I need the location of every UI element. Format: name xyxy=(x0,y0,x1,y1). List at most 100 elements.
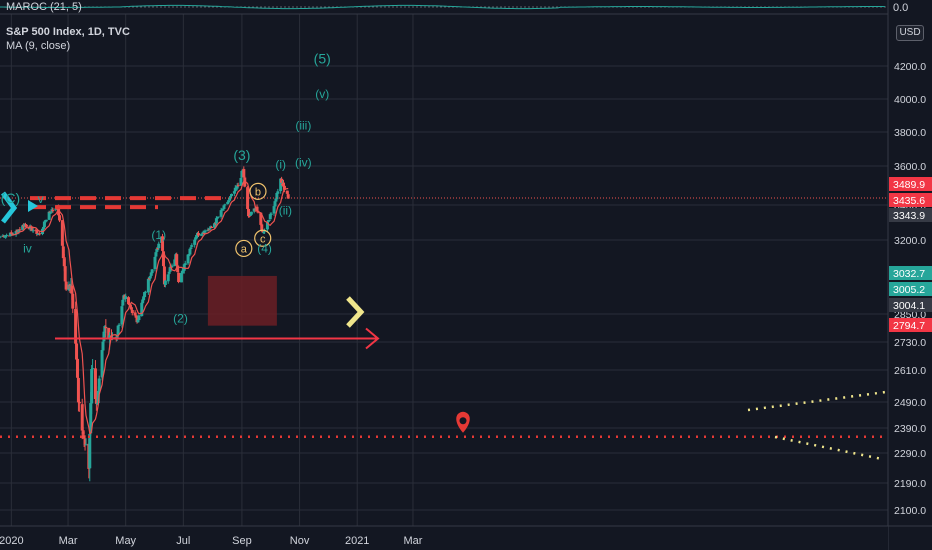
wave-circle xyxy=(235,239,253,258)
time-tick-label: 2020 xyxy=(0,535,24,547)
candle-body xyxy=(247,215,251,217)
price-label-text: 3005.2 xyxy=(893,284,925,296)
candle-body xyxy=(196,233,200,236)
candle-body xyxy=(137,315,141,321)
candle-body xyxy=(144,291,148,293)
candle-body xyxy=(28,226,32,230)
candle-body xyxy=(104,326,108,329)
candle-body xyxy=(41,226,45,230)
candle-body xyxy=(95,403,99,405)
candle-body xyxy=(24,224,28,227)
price-tick-label: 3800.0 xyxy=(894,127,926,139)
price-tick-label: 4000.0 xyxy=(894,94,926,106)
candle-body xyxy=(64,281,68,290)
candle-body xyxy=(94,398,98,404)
price-tick-label: 2100.0 xyxy=(894,505,926,517)
price-label-gray xyxy=(889,298,932,312)
candle-body xyxy=(210,226,214,228)
time-tick-label: Nov xyxy=(290,535,310,547)
candle-body xyxy=(115,335,119,339)
candle-body xyxy=(136,319,140,323)
price-tick-label: 2290.0 xyxy=(894,448,926,460)
candle-body xyxy=(190,245,194,247)
candle-body xyxy=(75,358,79,378)
price-label-gray xyxy=(889,208,932,222)
candle-body xyxy=(226,201,230,205)
candle-body xyxy=(76,377,80,403)
candle-body xyxy=(34,229,38,231)
candle-body xyxy=(181,270,185,272)
candle-body xyxy=(71,293,75,309)
candle-body xyxy=(135,316,139,323)
candle-body xyxy=(100,350,104,378)
time-tick-label: May xyxy=(115,535,136,547)
candle-body xyxy=(269,213,273,215)
candle-body xyxy=(82,435,86,439)
demand-zone[interactable] xyxy=(207,275,277,326)
candle-body xyxy=(219,210,223,217)
candle-body xyxy=(116,325,120,335)
candle-body xyxy=(222,205,226,209)
wave-label: c xyxy=(260,233,266,245)
candle-body xyxy=(246,187,250,209)
location-pin-hole xyxy=(459,417,467,425)
candle-body xyxy=(30,227,34,231)
currency-button[interactable]: USD xyxy=(896,25,924,41)
candle-body xyxy=(280,178,284,183)
wave-label: iv xyxy=(23,241,32,255)
candle-body xyxy=(0,236,2,238)
candle-body xyxy=(38,233,42,235)
candle-body xyxy=(248,214,252,216)
price-label-red xyxy=(889,318,932,332)
candle-body xyxy=(201,232,205,234)
candle-body xyxy=(285,190,289,194)
candle-body xyxy=(35,230,39,234)
candle-body xyxy=(48,211,52,213)
candle-body xyxy=(189,247,193,249)
candle-body xyxy=(236,185,240,187)
candle-body xyxy=(261,230,265,233)
candle-body xyxy=(200,233,204,235)
candle-body xyxy=(142,296,146,301)
candle-body xyxy=(199,234,203,236)
wave-label: (2) xyxy=(173,312,188,326)
candle-body xyxy=(47,211,51,220)
candle-body xyxy=(93,368,97,400)
candle-body xyxy=(243,177,247,187)
candle-body xyxy=(282,182,285,187)
candle-body xyxy=(128,304,132,308)
wave-label: (i) xyxy=(275,157,286,171)
candle-body xyxy=(183,263,187,265)
candle-body xyxy=(63,266,67,282)
candle-body xyxy=(108,335,112,340)
candle-body xyxy=(54,208,58,210)
candle-body xyxy=(274,198,278,202)
time-tick-label: Mar xyxy=(403,535,422,547)
price-label-text: 3435.6 xyxy=(893,195,925,207)
candle-body xyxy=(186,254,190,264)
projection-line-lower[interactable] xyxy=(774,435,883,461)
candle-body xyxy=(176,265,180,273)
candle-body xyxy=(266,220,270,222)
wave-label: v xyxy=(38,192,44,206)
price-label-green xyxy=(889,282,932,296)
candle-body xyxy=(166,274,170,282)
price-tick-label: 2190.0 xyxy=(894,478,926,490)
time-axis xyxy=(0,526,888,550)
candle-body xyxy=(161,251,165,267)
candle-body xyxy=(249,211,253,215)
candle-body xyxy=(14,231,18,235)
oscillator-axis-value: 0.0 xyxy=(893,2,908,14)
candle-body xyxy=(242,169,246,178)
candle-body xyxy=(31,230,35,232)
candle-body xyxy=(167,271,171,274)
candle-body xyxy=(51,209,55,211)
candle-body xyxy=(10,233,14,235)
candle-body xyxy=(188,248,192,255)
projection-line-upper[interactable] xyxy=(747,390,887,412)
price-label-text: 3032.7 xyxy=(893,268,925,280)
candle-body xyxy=(148,275,152,279)
candle-body xyxy=(163,280,167,285)
